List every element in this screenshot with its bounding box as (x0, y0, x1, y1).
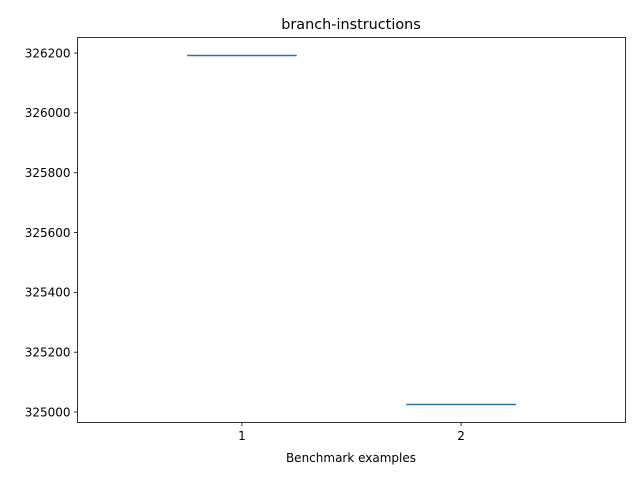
y-tick-label: 325400 (25, 286, 71, 300)
y-tick-label: 325600 (25, 226, 71, 240)
x-tick-label: 2 (457, 429, 465, 443)
y-axis: 325000 325200 325400 325600 325800 326000 3262… (25, 46, 78, 419)
y-tick-label: 325200 (25, 346, 71, 360)
y-tick-label: 326200 (25, 46, 71, 60)
y-tick-label: 325800 (25, 166, 71, 180)
x-tick-label: 1 (238, 429, 246, 443)
y-tick-label: 325000 (25, 405, 71, 419)
axes-frame (77, 37, 626, 423)
x-axis-label: Benchmark examples (286, 451, 416, 465)
chart-title: branch-instructions (281, 17, 421, 33)
plot-area (187, 54, 516, 406)
y-tick-label: 326000 (25, 106, 71, 120)
